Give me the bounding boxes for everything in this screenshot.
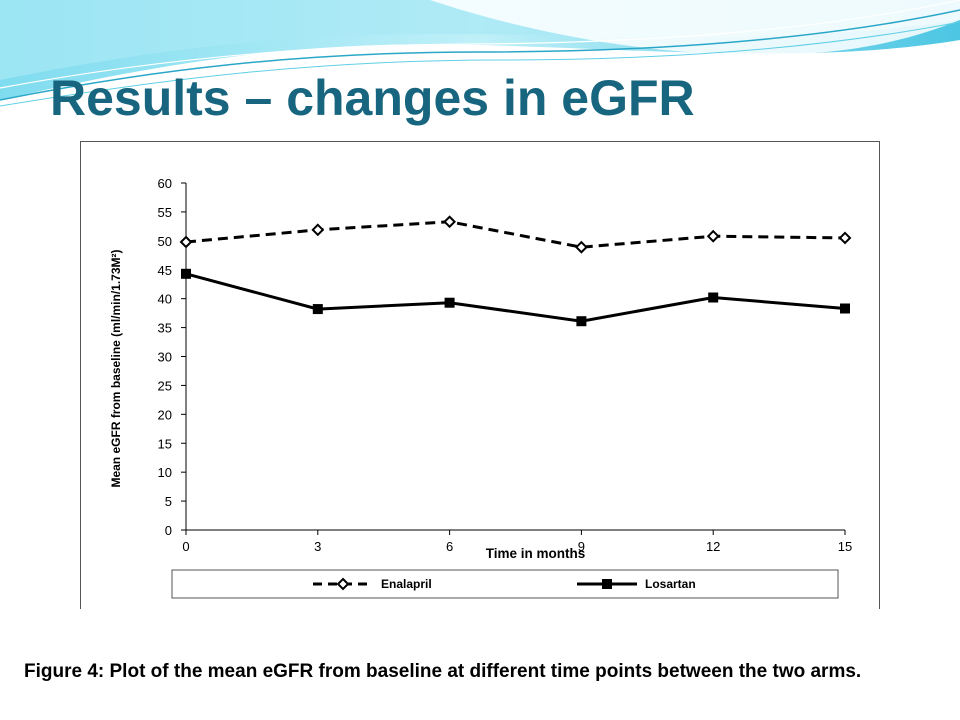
y-tick-label: 25 bbox=[158, 378, 172, 393]
data-point-losartan bbox=[840, 303, 850, 314]
x-tick-label: 15 bbox=[838, 539, 852, 554]
y-tick-label: 0 bbox=[165, 523, 172, 538]
legend-label-enalapril: Enalapril bbox=[381, 577, 432, 591]
header-wave-decoration bbox=[0, 0, 960, 107]
data-point-enalapril bbox=[574, 240, 588, 254]
x-tick-label: 0 bbox=[182, 539, 189, 554]
y-tick-label: 50 bbox=[158, 234, 172, 249]
data-point-losartan bbox=[708, 292, 719, 303]
legend-label-losartan: Losartan bbox=[645, 577, 696, 591]
x-tick-label: 3 bbox=[314, 539, 321, 554]
x-tick-label: 12 bbox=[706, 539, 720, 554]
y-tick-label: 55 bbox=[158, 205, 172, 220]
y-tick-label: 45 bbox=[158, 263, 172, 278]
legend-marker-losartan bbox=[602, 579, 612, 589]
series-line-enalapril bbox=[185, 220, 846, 249]
x-tick-label: 6 bbox=[446, 539, 453, 554]
data-point-enalapril bbox=[179, 235, 193, 249]
y-tick-label: 20 bbox=[158, 407, 172, 422]
series-line-losartan bbox=[185, 272, 846, 323]
slide-title: Results – changes in eGFR bbox=[50, 70, 695, 126]
chart-frame bbox=[80, 141, 880, 609]
x-axis-label: Time in months bbox=[486, 546, 586, 561]
data-point-losartan bbox=[576, 316, 587, 327]
data-point-enalapril bbox=[706, 229, 720, 243]
line-chart: 0 5 10 15 20 25 30 35 40 45 50 55 60 0 3 6 9 12 15 Time in … bbox=[109, 176, 852, 599]
y-tick-label: 35 bbox=[158, 321, 172, 336]
y-tick-label: 5 bbox=[165, 494, 172, 509]
x-tick-label: 9 bbox=[578, 539, 585, 554]
y-tick-label: 10 bbox=[158, 465, 172, 480]
data-point-enalapril bbox=[838, 231, 852, 245]
data-point-losartan bbox=[444, 297, 455, 308]
figure-caption: Figure 4: Plot of the mean eGFR from bas… bbox=[24, 661, 862, 682]
y-tick-label: 60 bbox=[158, 176, 172, 191]
y-axis-label: Mean eGFR from baseline (ml/min/1.73M²) bbox=[109, 249, 123, 487]
data-point-enalapril bbox=[311, 223, 325, 237]
data-point-losartan bbox=[181, 268, 191, 279]
y-tick-label: 15 bbox=[158, 436, 172, 451]
legend-marker-enalapril bbox=[336, 577, 350, 591]
data-point-enalapril bbox=[443, 215, 457, 229]
data-point-losartan bbox=[312, 304, 323, 315]
legend-box bbox=[171, 569, 839, 599]
y-tick-label: 40 bbox=[158, 292, 172, 307]
y-tick-label: 30 bbox=[158, 350, 172, 365]
